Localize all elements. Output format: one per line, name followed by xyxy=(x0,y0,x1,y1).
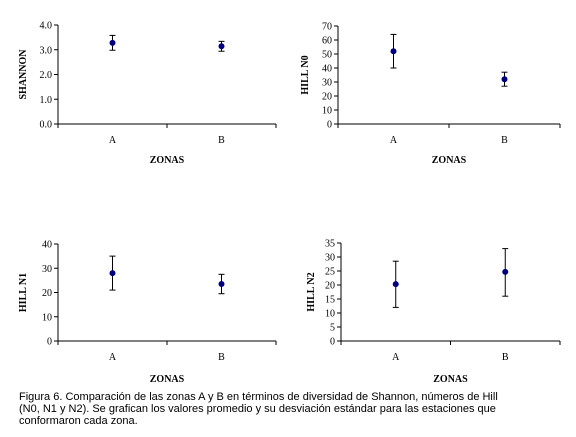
y-tick-label: 30 xyxy=(42,264,52,275)
y-tick-label: 30 xyxy=(325,253,335,264)
x-axis-title: ZONAS xyxy=(432,155,467,166)
x-axis-title: ZONAS xyxy=(150,374,185,385)
y-tick-label: 15 xyxy=(325,295,335,306)
caption-line-1: Figura 6. Comparación de las zonas A y B… xyxy=(19,391,498,403)
data-point xyxy=(390,48,397,55)
y-axis-title: HILL N2 xyxy=(306,272,317,311)
y-tick-label: 50 xyxy=(322,50,332,61)
x-tick-label: A xyxy=(109,135,117,146)
chart-panel-1: 0.0 1.0 2.0 3.0 4.0 A B SHANNON ZONAS xyxy=(18,21,277,166)
y-tick-label: 25 xyxy=(325,267,335,278)
y-tick-label: 0 xyxy=(327,120,332,131)
y-axis-title: HILL N1 xyxy=(18,273,29,312)
x-axis-title: ZONAS xyxy=(150,155,185,166)
data-point xyxy=(502,268,509,275)
x-tick-label: B xyxy=(218,352,225,363)
data-point xyxy=(501,76,508,83)
y-tick-label: 40 xyxy=(42,240,52,251)
y-tick-label: 0 xyxy=(47,337,52,348)
data-point xyxy=(218,281,225,288)
data-point xyxy=(109,39,116,46)
y-tick-label: 5 xyxy=(330,323,335,334)
x-tick-label: A xyxy=(392,352,400,363)
x-axis-title: ZONAS xyxy=(433,374,468,385)
y-tick-label: 0.0 xyxy=(40,120,53,131)
figure-caption: Figura 6. Comparación de las zonas A y B… xyxy=(19,391,571,427)
x-tick-label: A xyxy=(109,352,117,363)
caption-line-3: conformaron cada zona. xyxy=(19,415,138,427)
chart-panel-4: 0 5 10 15 20 25 30 35 A B HILL N2 ZONAS xyxy=(306,239,561,385)
y-tick-label: 40 xyxy=(322,64,332,75)
x-tick-label: B xyxy=(501,135,508,146)
data-point xyxy=(392,281,399,288)
x-tick-label: A xyxy=(390,135,398,146)
y-tick-label: 10 xyxy=(42,312,52,323)
y-tick-label: 3.0 xyxy=(40,45,53,56)
y-tick-label: 2.0 xyxy=(40,70,53,81)
y-tick-label: 20 xyxy=(42,288,52,299)
y-tick-label: 10 xyxy=(325,309,335,320)
y-axis-title: HILL N0 xyxy=(300,55,311,94)
data-point xyxy=(218,43,225,50)
y-tick-label: 20 xyxy=(322,92,332,103)
y-tick-label: 1.0 xyxy=(40,95,53,106)
y-tick-label: 20 xyxy=(325,281,335,292)
chart-panel-3: 0 10 20 30 40 A B HILL N1 ZONAS xyxy=(18,240,277,385)
y-tick-label: 30 xyxy=(322,78,332,89)
y-tick-label: 35 xyxy=(325,239,335,250)
data-point xyxy=(109,270,116,277)
y-tick-label: 10 xyxy=(322,106,332,117)
x-tick-label: B xyxy=(502,352,509,363)
y-tick-label: 70 xyxy=(322,22,332,33)
y-tick-label: 0 xyxy=(330,337,335,348)
caption-line-2: (N0, N1 y N2). Se grafican los valores p… xyxy=(19,403,496,415)
chart-panel-2: 0 10 20 30 40 50 60 70 A B HILL N0 ZONAS xyxy=(300,22,561,166)
y-tick-label: 60 xyxy=(322,36,332,47)
x-tick-label: B xyxy=(218,135,225,146)
y-axis-title: SHANNON xyxy=(18,49,29,100)
y-tick-label: 4.0 xyxy=(40,21,53,32)
